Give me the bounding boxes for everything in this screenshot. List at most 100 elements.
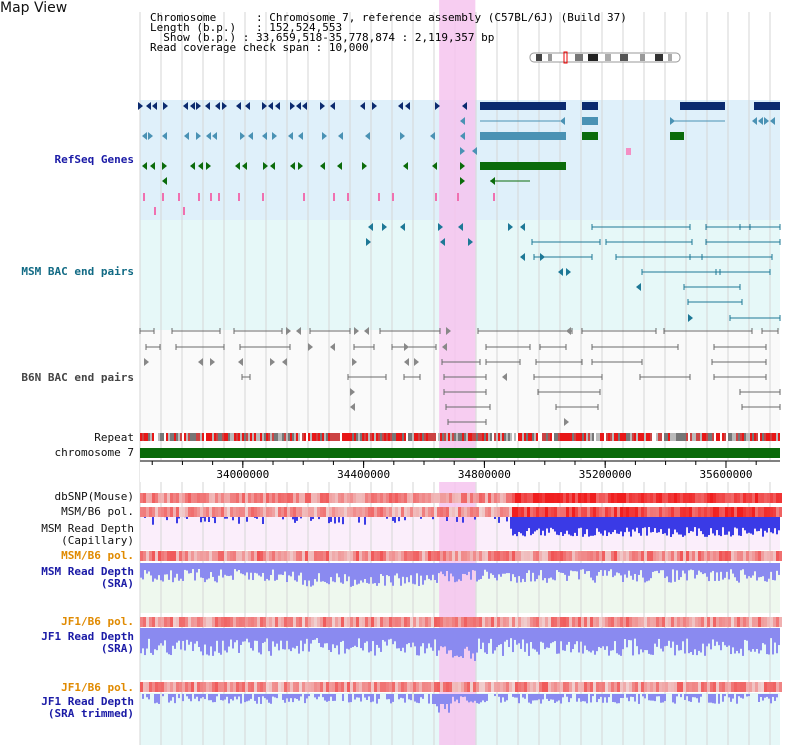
depth-bar <box>222 628 224 641</box>
depth-bar <box>550 628 552 644</box>
polymorphism-cell <box>422 617 425 627</box>
polymorphism-cell <box>503 507 506 517</box>
polymorphism-cell <box>704 551 707 561</box>
depth-bar <box>424 563 426 581</box>
repeat-segment <box>358 433 360 441</box>
polymorphism-cell <box>584 551 587 561</box>
depth-bar <box>316 563 318 582</box>
depth-bar <box>774 563 776 581</box>
depth-bar <box>450 628 452 651</box>
polymorphism-cell <box>578 493 581 503</box>
polymorphism-cell <box>569 507 572 517</box>
polymorphism-cell <box>761 507 764 517</box>
polymorphism-cell <box>281 507 284 517</box>
polymorphism-cell <box>401 682 404 692</box>
depth-bar <box>692 517 694 532</box>
depth-bar <box>326 563 328 584</box>
polymorphism-cell <box>635 507 638 517</box>
depth-bar <box>610 563 612 570</box>
depth-bar <box>256 517 258 519</box>
depth-bar <box>574 517 576 533</box>
polymorphism-cell <box>416 507 419 517</box>
polymorphism-cell <box>581 617 584 627</box>
polymorphism-cell <box>707 551 710 561</box>
depth-bar <box>630 563 632 576</box>
depth-bar <box>430 563 432 581</box>
polymorphism-cell <box>341 617 344 627</box>
depth-bar <box>386 628 388 646</box>
polymorphism-cell <box>452 617 455 627</box>
repeat-segment <box>604 433 606 441</box>
depth-bar <box>714 694 716 704</box>
repeat-segment <box>238 433 240 441</box>
repeat-segment <box>366 433 368 441</box>
repeat-segment <box>232 433 234 441</box>
bac-arrow-b6n <box>350 403 355 411</box>
depth-bar <box>300 563 302 573</box>
polymorphism-cell <box>641 617 644 627</box>
polymorphism-cell <box>236 617 239 627</box>
depth-bar <box>698 517 700 529</box>
repeat-segment <box>350 433 352 441</box>
polymorphism-cell <box>674 551 677 561</box>
header-chromosome: Chromosome : Chromosome 7, reference ass… <box>150 11 627 24</box>
track-label-msm-bac[interactable]: MSM BAC end pairs <box>21 265 134 278</box>
depth-bar <box>450 694 452 704</box>
polymorphism-cell <box>470 507 473 517</box>
polymorphism-cell <box>287 507 290 517</box>
depth-bar <box>246 628 248 639</box>
repeat-segment <box>416 433 418 441</box>
depth-bar <box>200 694 202 699</box>
track-label-msm-pol-2: MSM/B6 pol. <box>61 549 134 562</box>
repeat-segment <box>330 433 332 441</box>
polymorphism-cell <box>677 551 680 561</box>
polymorphism-cell <box>305 551 308 561</box>
polymorphism-cell <box>767 507 770 517</box>
gene-arrow <box>184 132 189 140</box>
repeat-segment <box>520 433 522 441</box>
depth-bar <box>670 628 672 648</box>
polymorphism-cell <box>587 682 590 692</box>
depth-bar <box>454 628 456 657</box>
polymorphism-cell <box>605 493 608 503</box>
polymorphism-cell <box>479 617 482 627</box>
depth-bar <box>640 563 642 571</box>
depth-bar <box>498 563 500 575</box>
polymorphism-cell <box>779 507 782 517</box>
polymorphism-cell <box>626 493 629 503</box>
polymorphism-cell <box>365 551 368 561</box>
polymorphism-cell <box>155 682 158 692</box>
depth-bar <box>146 563 148 574</box>
depth-bar <box>618 563 620 574</box>
depth-bar <box>558 563 560 573</box>
polymorphism-cell <box>458 507 461 517</box>
gene-arrow <box>298 132 303 140</box>
polymorphism-cell <box>740 493 743 503</box>
depth-bar <box>540 628 542 642</box>
polymorphism-cell <box>422 507 425 517</box>
polymorphism-cell <box>539 551 542 561</box>
polymorphism-cell <box>149 551 152 561</box>
repeat-segment <box>710 433 712 441</box>
repeat-segment <box>574 433 576 441</box>
depth-bar <box>422 694 424 699</box>
gene-tick <box>378 193 380 201</box>
depth-bar <box>400 563 402 586</box>
track-label-b6n-bac[interactable]: B6N BAC end pairs <box>21 371 134 384</box>
depth-bar <box>648 563 650 581</box>
depth-bar <box>338 517 340 523</box>
polymorphism-cell <box>638 617 641 627</box>
repeat-segment <box>678 433 680 441</box>
depth-bar <box>768 628 770 655</box>
depth-bar <box>358 694 360 698</box>
depth-bar <box>196 628 198 642</box>
repeat-segment <box>504 433 506 441</box>
polymorphism-cell <box>464 507 467 517</box>
depth-bar <box>220 694 222 701</box>
repeat-segment <box>508 433 510 441</box>
depth-bar <box>334 563 336 583</box>
track-label-refseq[interactable]: RefSeq Genes <box>54 153 134 166</box>
repeat-segment <box>728 433 730 441</box>
polymorphism-cell <box>728 617 731 627</box>
